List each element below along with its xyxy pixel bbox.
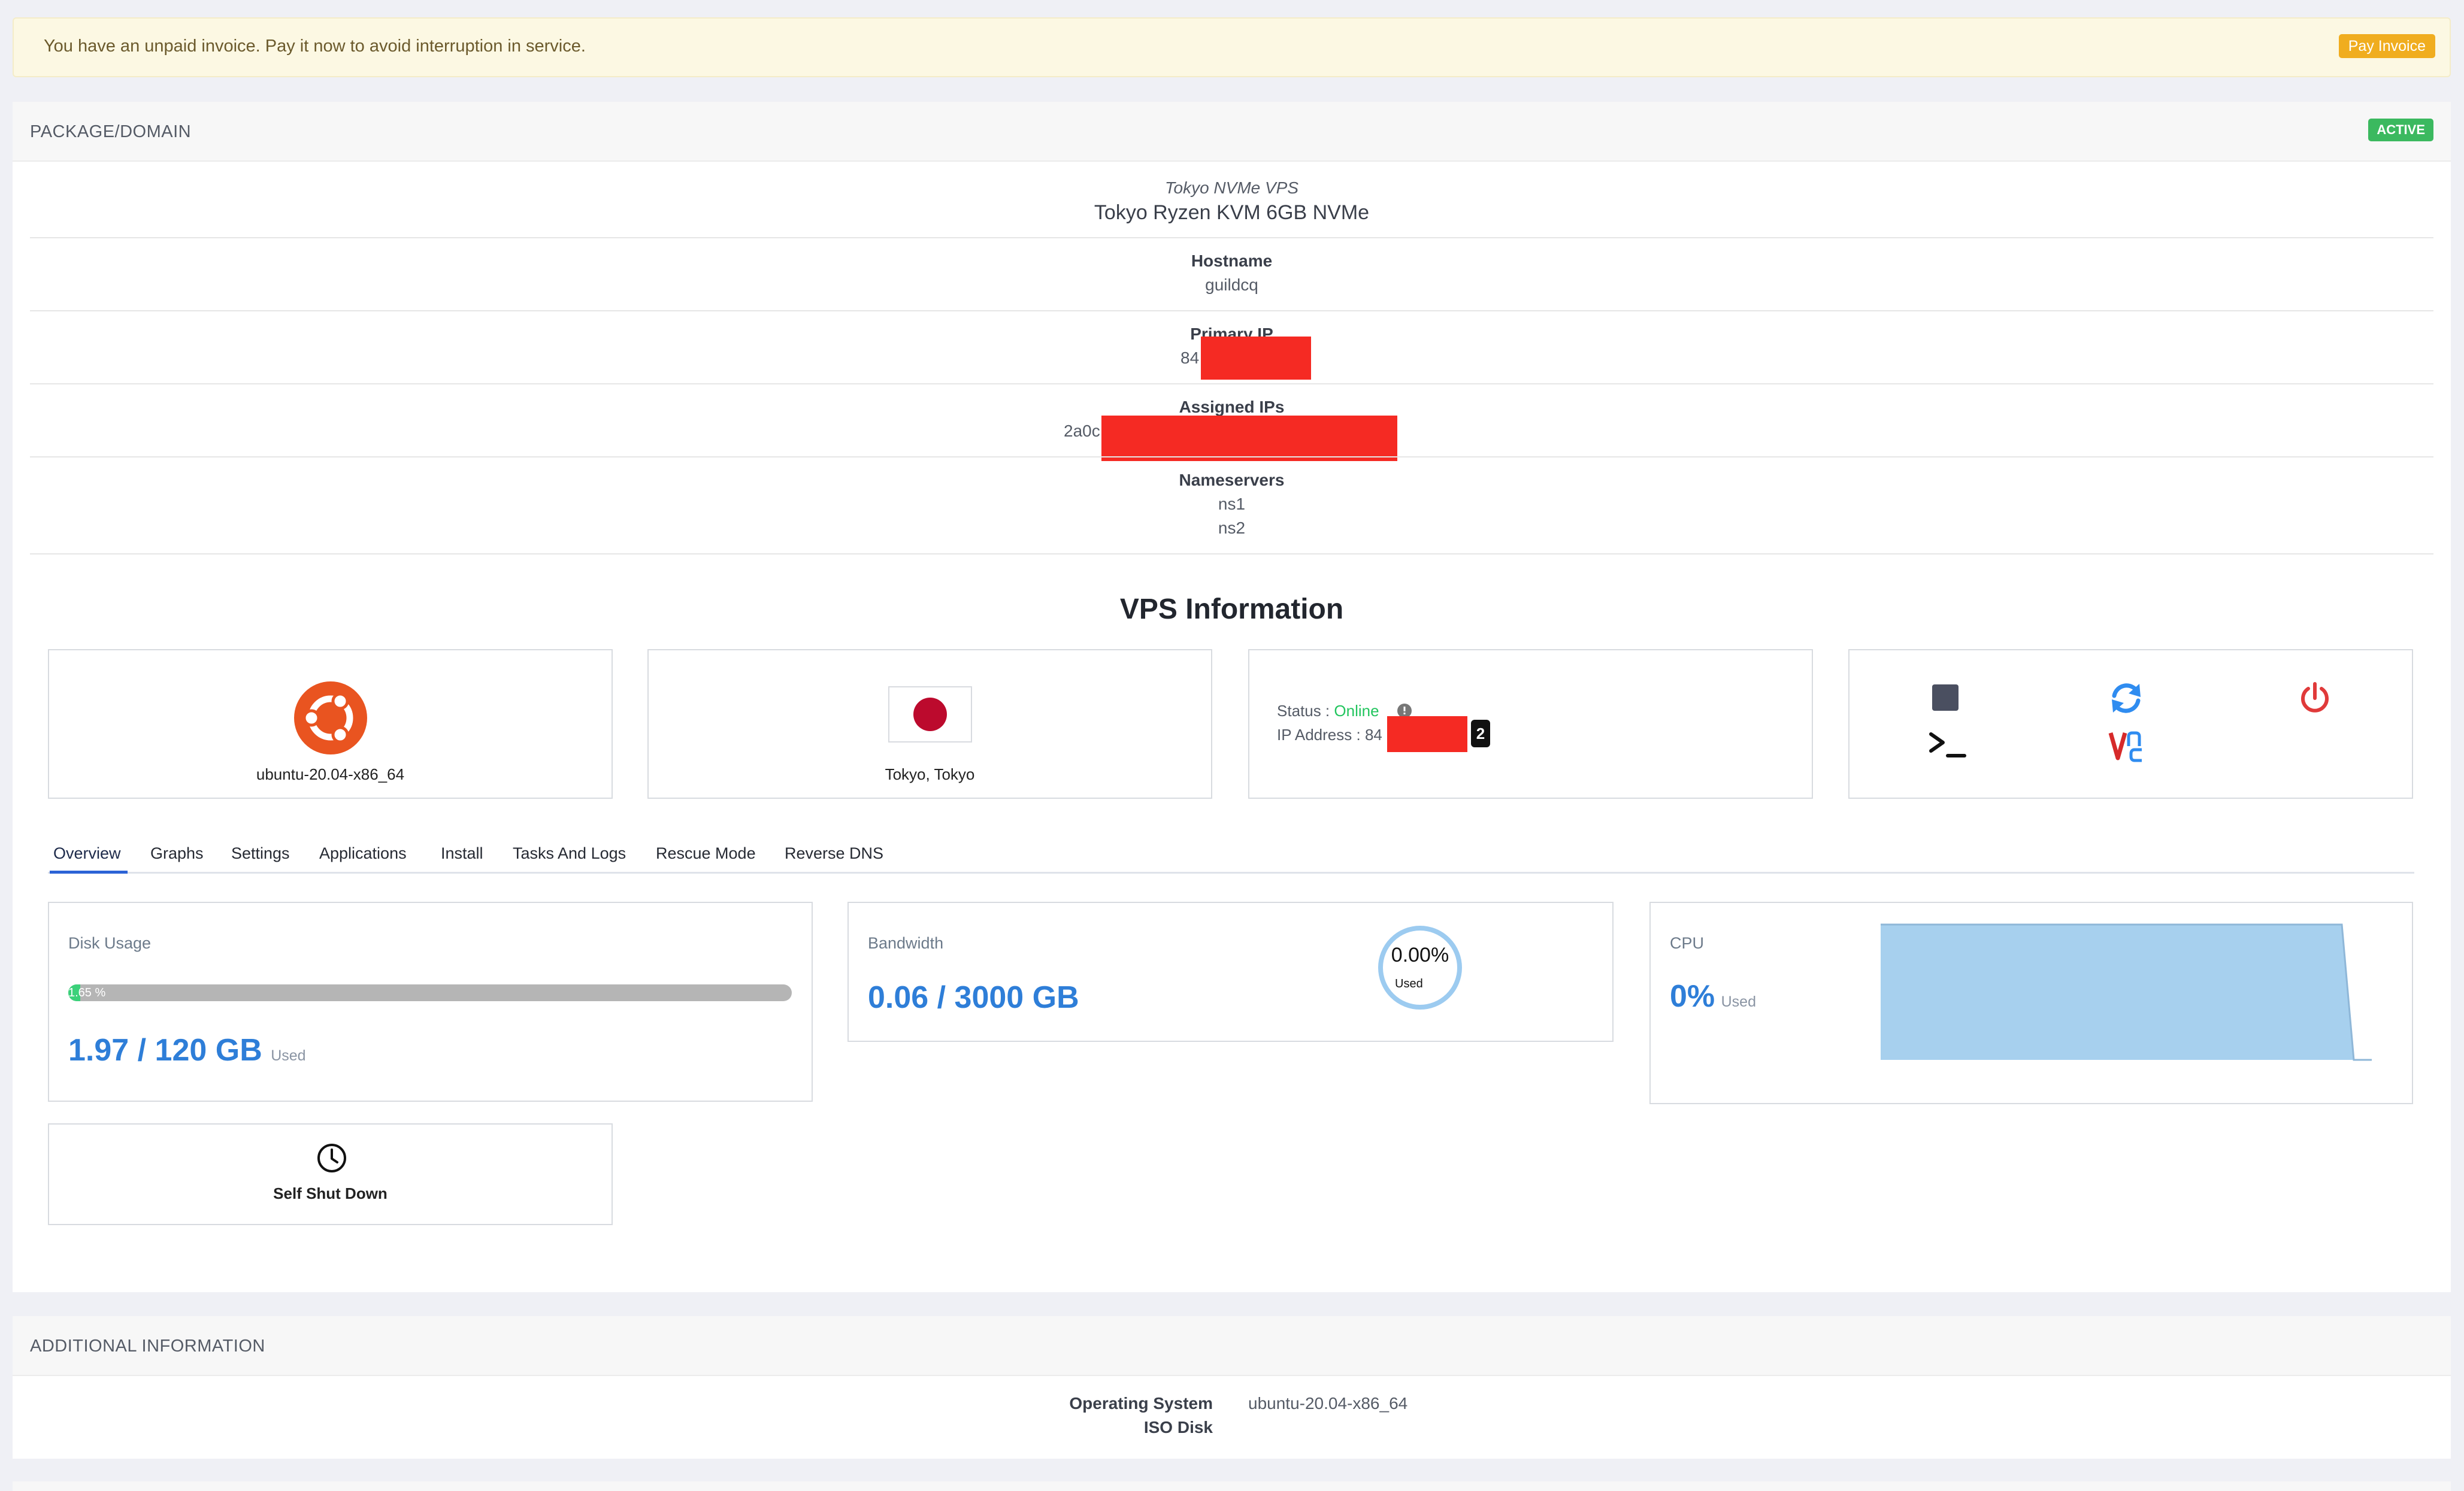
ubuntu-logo (294, 681, 367, 754)
divider (30, 553, 2433, 554)
bandwidth-title: Bandwidth (868, 934, 944, 952)
cpu-title: CPU (1670, 934, 1705, 952)
disk-usage-title: Disk Usage (68, 934, 152, 952)
unpaid-invoice-alert: You have an unpaid invoice. Pay it now t… (13, 17, 2451, 77)
disk-usage-used-label: Used (271, 1047, 306, 1064)
bandwidth-card: Bandwidth 0.06 / 3000 GB 0.00% Used (847, 902, 1614, 1042)
product-group: Tokyo NVMe VPS (1164, 178, 1299, 197)
iso-disk-label: ISO Disk (1143, 1418, 1213, 1437)
disk-usage-fill (68, 984, 80, 1001)
nameserver-2: ns2 (1218, 519, 1246, 537)
self-shutdown-card[interactable]: Self Shut Down (48, 1123, 613, 1225)
tab-reverse-dns[interactable]: Reverse DNS (785, 844, 884, 862)
self-shutdown-label: Self Shut Down (273, 1184, 388, 1202)
tab-overview[interactable]: Overview (53, 844, 121, 862)
stop-icon[interactable] (1932, 684, 1959, 711)
pay-invoice-button[interactable]: Pay Invoice (2338, 34, 2435, 58)
status-card: Status : Online IP Address : 84 2 (1248, 649, 1813, 799)
nameservers-label: Nameservers (1179, 471, 1285, 489)
divider (30, 237, 2433, 238)
location-name: Tokyo, Tokyo (885, 765, 975, 783)
ip-value: 84 (1364, 726, 1382, 744)
additional-info-header: ADDITIONAL INFORMATION (13, 1316, 2451, 1376)
tab-rescue-mode[interactable]: Rescue Mode (656, 844, 756, 862)
tab-tasks-and-logs[interactable]: Tasks And Logs (513, 844, 626, 862)
status-label: Status : (1277, 702, 1330, 720)
ip-label: IP Address : (1277, 726, 1361, 744)
redaction-box (1201, 337, 1311, 380)
status-value: Online (1334, 702, 1379, 720)
cpu-used-label: Used (1721, 993, 1756, 1010)
cpu-card: CPU 0% Used (1649, 902, 2413, 1104)
bandwidth-ring-value: 0.00% (1391, 944, 1449, 966)
alert-message: You have an unpaid invoice. Pay it now t… (44, 37, 586, 56)
disk-usage-bar: 1.65 % (68, 984, 792, 1001)
package-panel: PACKAGE/DOMAIN ACTIVE Tokyo NVMe VPS Tok… (13, 102, 2451, 1292)
disk-usage-values: 1.97 / 120 GB Used (68, 1032, 306, 1068)
bandwidth-ring-used: Used (1395, 977, 1423, 990)
additional-info-panel: ADDITIONAL INFORMATION Operating System … (13, 1316, 2451, 1459)
tab-settings[interactable]: Settings (231, 844, 290, 862)
tab-install[interactable]: Install (441, 844, 483, 862)
additional-info-title: ADDITIONAL INFORMATION (30, 1337, 265, 1356)
bandwidth-value: 0.06 / 3000 GB (868, 980, 1079, 1015)
status-line: Status : Online (1277, 702, 1379, 720)
location-card: Tokyo, Tokyo (647, 649, 1212, 799)
redaction-box (1387, 716, 1467, 752)
ip-count-badge[interactable]: 2 (1471, 720, 1490, 747)
divider (30, 383, 2433, 384)
assigned-ips-label: Assigned IPs (1179, 398, 1285, 416)
cpu-value: 0% (1670, 979, 1715, 1014)
divider (30, 456, 2433, 457)
redaction-box (1101, 416, 1397, 461)
vps-info-heading: VPS Information (1119, 593, 1344, 625)
next-panel-edge (13, 1481, 2451, 1491)
restart-icon[interactable] (2108, 680, 2144, 716)
console-icon[interactable] (1927, 731, 1969, 760)
power-icon[interactable] (2297, 680, 2333, 716)
controls-card (1848, 649, 2413, 799)
ip-line: IP Address : 84 (1277, 726, 1382, 744)
cpu-values: 0% Used (1670, 978, 1756, 1014)
nameserver-1: ns1 (1218, 495, 1246, 513)
assigned-ip-value: 2a0c (1064, 422, 1100, 440)
active-tab-indicator (50, 871, 128, 874)
disk-usage-percent: 1.65 % (68, 986, 106, 999)
package-panel-title: PACKAGE/DOMAIN (30, 122, 192, 141)
vnc-icon[interactable] (2108, 728, 2147, 764)
tab-graphs[interactable]: Graphs (150, 844, 204, 862)
info-icon[interactable] (1397, 703, 1412, 719)
disk-usage-card: Disk Usage 1.65 % 1.97 / 120 GB Used (48, 902, 813, 1102)
clock-icon (317, 1144, 346, 1172)
tabs-baseline (48, 872, 2414, 874)
disk-usage-value: 1.97 / 120 GB (68, 1033, 262, 1068)
hostname-value: guildcq (1205, 275, 1258, 294)
product-name: Tokyo Ryzen KVM 6GB NVMe (1094, 201, 1370, 224)
cpu-usage-sparkline (1881, 923, 2372, 1061)
primary-ip-value: 84 (1180, 348, 1200, 367)
japan-flag (888, 686, 972, 743)
hostname-label: Hostname (1191, 251, 1273, 270)
tab-applications[interactable]: Applications (319, 844, 407, 862)
os-label: Operating System (1069, 1394, 1213, 1413)
bandwidth-usage-ring (1378, 926, 1462, 1010)
os-value: ubuntu-20.04-x86_64 (1248, 1394, 1408, 1413)
package-panel-header: PACKAGE/DOMAIN ACTIVE (13, 102, 2451, 162)
os-card: ubuntu-20.04-x86_64 (48, 649, 613, 799)
status-badge: ACTIVE (2368, 119, 2433, 141)
divider (30, 310, 2433, 311)
os-name: ubuntu-20.04-x86_64 (256, 765, 405, 783)
